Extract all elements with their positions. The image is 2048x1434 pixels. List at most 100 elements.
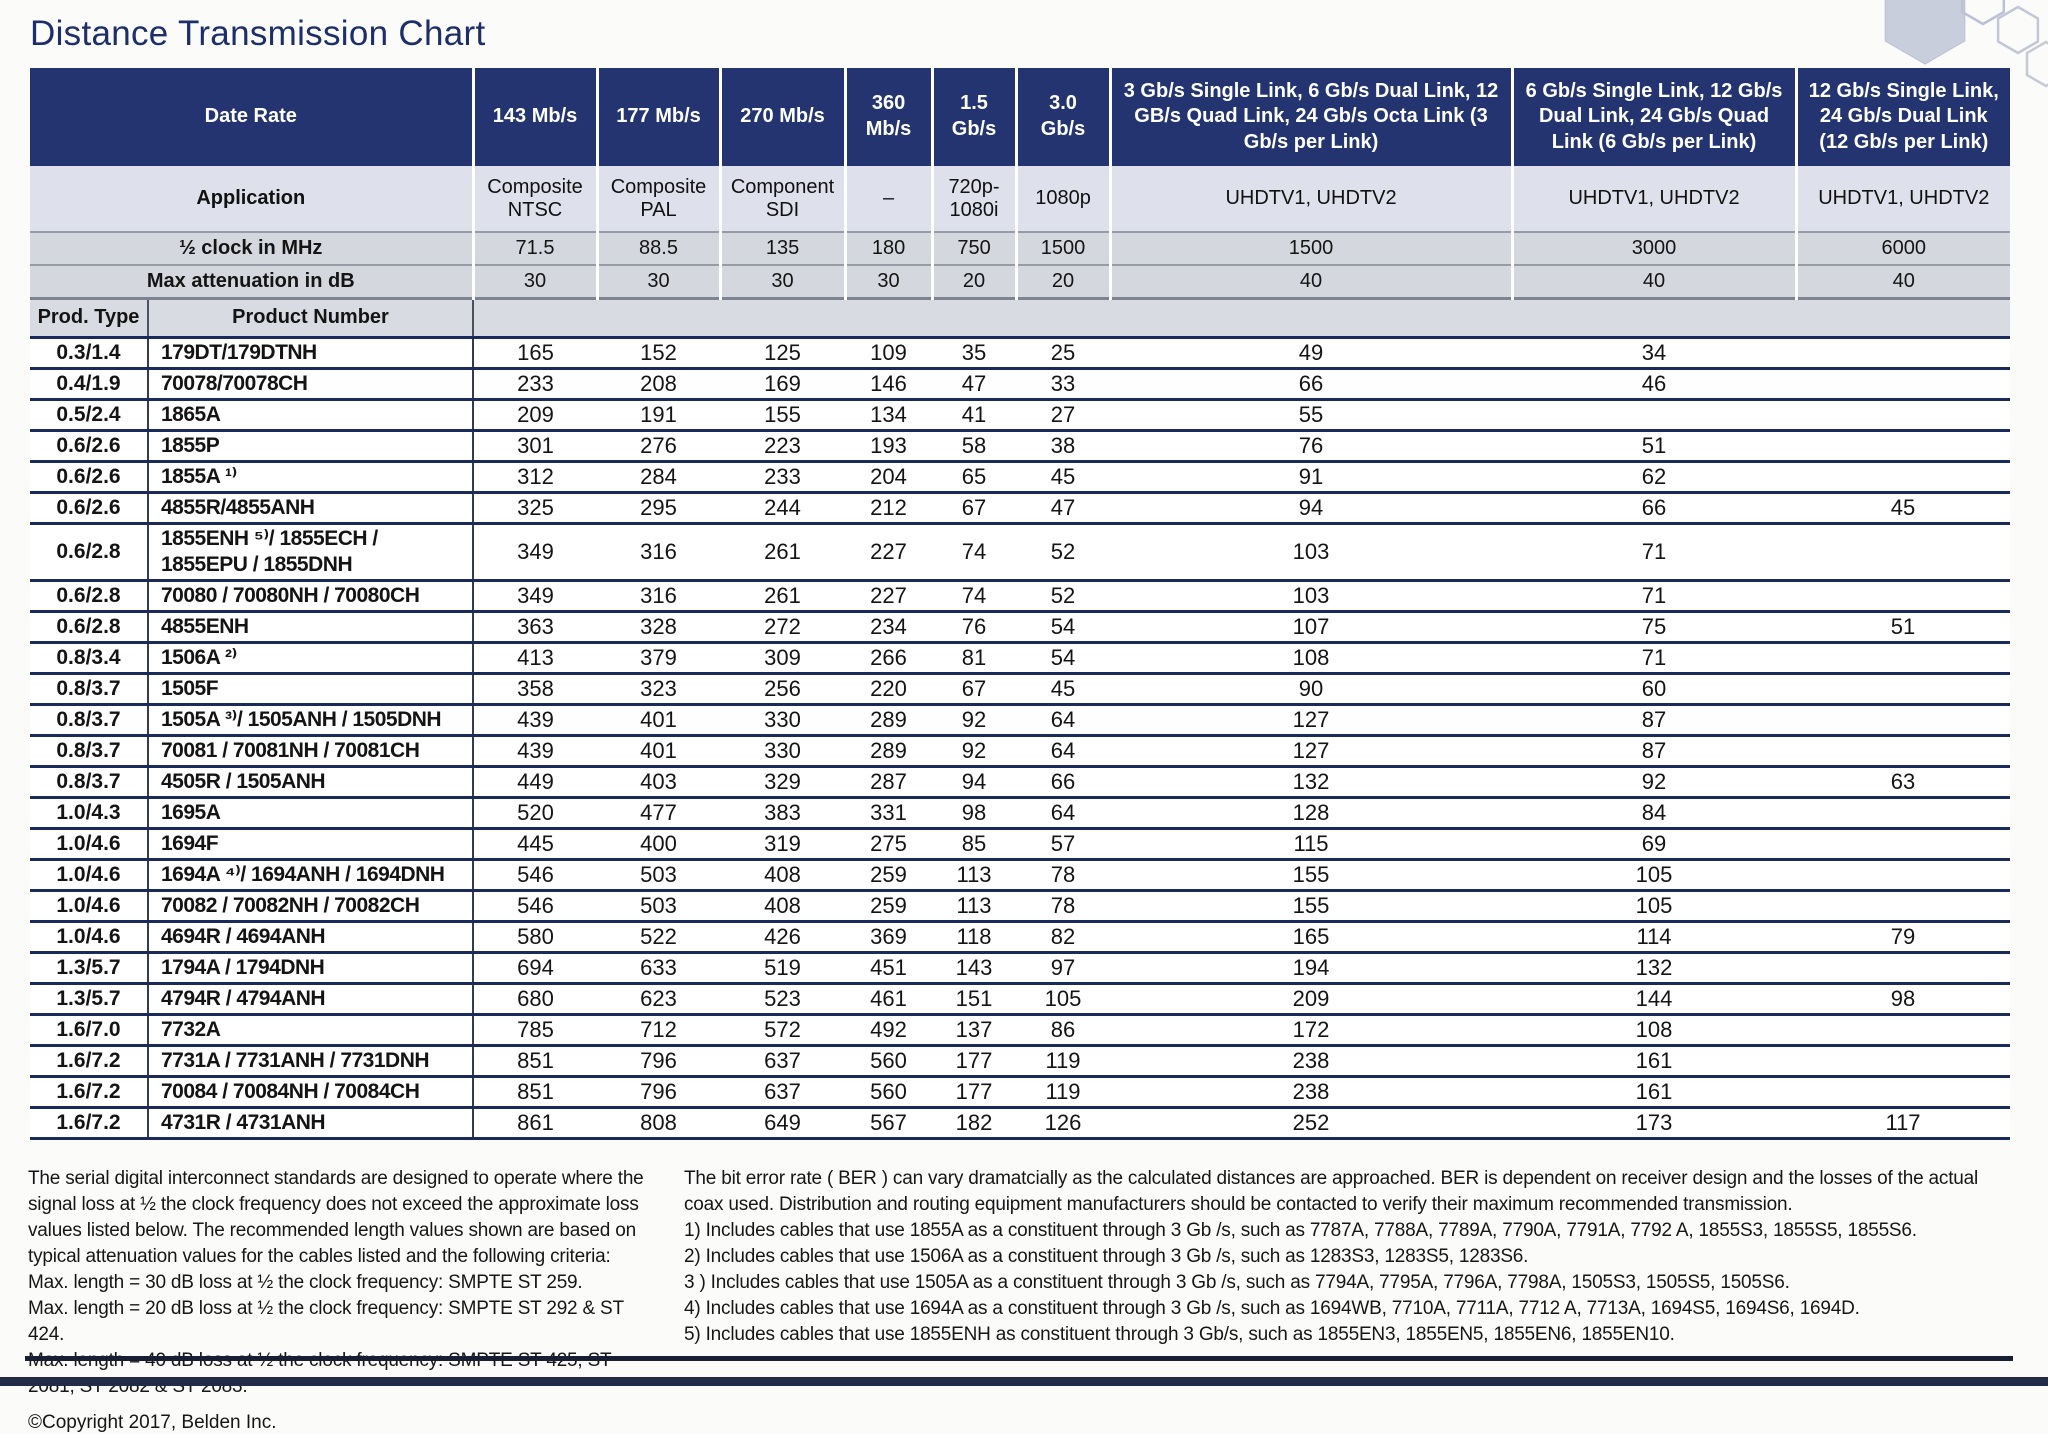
table-row: 0.4/1.9 70078/70078CH 233 208 169 146 47 33 66 46 [30,366,2011,399]
distance-cell: 86 [1016,1012,1111,1045]
table-row: 1.0/4.6 4694R / 4694ANH 580 522 426 369 118 82 1… [30,919,2011,952]
distance-cell [1796,1012,2011,1045]
distance-cell: 560 [845,1043,933,1076]
distance-cell: 126 [1016,1105,1111,1140]
distance-cell: 861 [473,1105,598,1140]
product-number-cell: 4855ENH [148,609,475,642]
prod-type-cell: 0.6/2.8 [30,521,149,580]
distance-cell [1796,428,2011,461]
distance-cell: 115 [1110,826,1513,859]
distance-cell: 119 [1016,1043,1111,1076]
distance-cell: 62 [1512,459,1797,492]
distance-cell: 259 [845,888,933,921]
footnotes: The serial digital interconnect standard… [28,1166,2022,1434]
prod-type-cell: 0.8/3.4 [30,640,149,673]
half-clock-label: ½ clock in MHz [30,231,475,265]
distance-cell: 49 [1110,335,1513,368]
distance-cell: 408 [720,857,846,890]
distance-cell: 161 [1512,1043,1797,1076]
header-cell-application-7: UHDTV1, UHDTV2 [1512,166,1798,232]
distance-cell: 637 [720,1043,846,1076]
header-cell-max-attenuation-1: 30 [597,264,722,298]
footnote-left-intro: The serial digital interconnect standard… [28,1168,644,1267]
header-cell-rate-8: 12 Gb/s Single Link, 24 Gb/s Dual Link (… [1796,68,2011,166]
table-row: 1.0/4.6 1694A ⁴⁾/ 1694ANH / 1694DNH 546 503… [30,857,2011,890]
page-title: Distance Transmission Chart [30,14,486,53]
header-cell-max-attenuation-3: 30 [845,264,934,298]
distance-cell: 105 [1512,857,1797,890]
distance-cell: 47 [1016,490,1111,523]
distance-cell: 694 [473,950,598,983]
product-number-cell: 4855R/4855ANH [148,490,475,523]
distance-cell: 785 [473,1012,598,1045]
distance-cell: 451 [845,950,933,983]
distance-cell: 633 [597,950,721,983]
table-row: 1.3/5.7 1794A / 1794DNH 694 633 519 451 143 97 1… [30,950,2011,983]
distance-cell: 146 [845,366,933,399]
table-row: 1.0/4.3 1695A 520 477 383 331 98 64 128 84 [30,795,2011,828]
max-attenuation-label: Max attenuation in dB [30,264,475,298]
distance-cell: 330 [720,702,846,735]
header-row-date-rate: Date Rate 143 Mb/s 177 Mb/s 270 Mb/s 360 Mb/… [30,68,2011,166]
distance-cell: 151 [932,981,1017,1014]
prod-type-cell: 1.6/7.2 [30,1105,149,1140]
distance-cell: 503 [597,888,721,921]
product-number-cell: 1694A ⁴⁾/ 1694ANH / 1694DNH [148,857,475,890]
distance-cell: 108 [1110,640,1513,673]
prod-type-cell: 0.6/2.8 [30,578,149,611]
distance-cell: 649 [720,1105,846,1140]
distance-cell: 98 [1796,981,2011,1014]
distance-cell: 808 [597,1105,721,1140]
header-cell-half-clock-5: 1500 [1016,231,1112,265]
product-number-cell: 70081 / 70081NH / 70081CH [148,733,475,766]
distance-cell: 287 [845,764,933,797]
distance-cell: 46 [1512,366,1797,399]
hexagon-decoration [1884,0,2048,88]
distance-cell: 128 [1110,795,1513,828]
distance-cell: 113 [932,857,1017,890]
distance-cell: 233 [473,366,598,399]
prod-type-cell: 1.3/5.7 [30,981,149,1014]
distance-cell: 113 [932,888,1017,921]
prod-type-cell: 1.6/7.0 [30,1012,149,1045]
header-cell-half-clock-4: 750 [932,231,1018,265]
distance-cell: 76 [932,609,1017,642]
prod-type-cell: 0.8/3.7 [30,702,149,735]
distance-cell: 349 [473,521,598,580]
distance-cell: 503 [597,857,721,890]
distance-cell: 165 [1110,919,1513,952]
distance-cell: 331 [845,795,933,828]
table-row: 0.8/3.7 1505F 358 323 256 220 67 45 90 60 [30,671,2011,704]
distance-cell: 227 [845,578,933,611]
distance-cell: 76 [1110,428,1513,461]
header-cell-max-attenuation-0: 30 [473,264,599,298]
distance-cell: 103 [1110,521,1513,580]
distance-cell: 309 [720,640,846,673]
product-number-cell: 70080 / 70080NH / 70080CH [148,578,475,611]
table-row: 0.6/2.8 1855ENH ⁵⁾/ 1855ECH / 1855EPU / 1… [30,521,2011,580]
distance-cell: 107 [1110,609,1513,642]
header-cell-application-5: 1080p [1016,166,1112,232]
prod-type-cell: 1.3/5.7 [30,950,149,983]
distance-cell: 445 [473,826,598,859]
header-cell-half-clock-7: 3000 [1512,231,1798,265]
distance-cell: 35 [932,335,1017,368]
distance-cell: 233 [720,459,846,492]
distance-cell: 234 [845,609,933,642]
distance-cell [1796,521,2011,580]
distance-cell: 54 [1016,609,1111,642]
distance-cell: 38 [1016,428,1111,461]
distance-cell: 69 [1512,826,1797,859]
header-cell-application-6: UHDTV1, UHDTV2 [1110,166,1514,232]
product-number-cell: 4694R / 4694ANH [148,919,475,952]
distance-cell: 329 [720,764,846,797]
distance-cell: 194 [1110,950,1513,983]
header-cell-application-2: Component SDI [720,166,847,232]
distance-cell: 209 [1110,981,1513,1014]
footnote-numbered-note: 1) Includes cables that use 1855A as a c… [684,1220,1917,1241]
distance-cell: 51 [1512,428,1797,461]
distance-cell: 114 [1512,919,1797,952]
table-row: 0.6/2.6 1855A ¹⁾ 312 284 233 204 65 45 91 62 [30,459,2011,492]
prod-type-cell: 1.0/4.6 [30,857,149,890]
footnote-numbered-note: 2) Includes cables that use 1506A as a c… [684,1246,1529,1267]
